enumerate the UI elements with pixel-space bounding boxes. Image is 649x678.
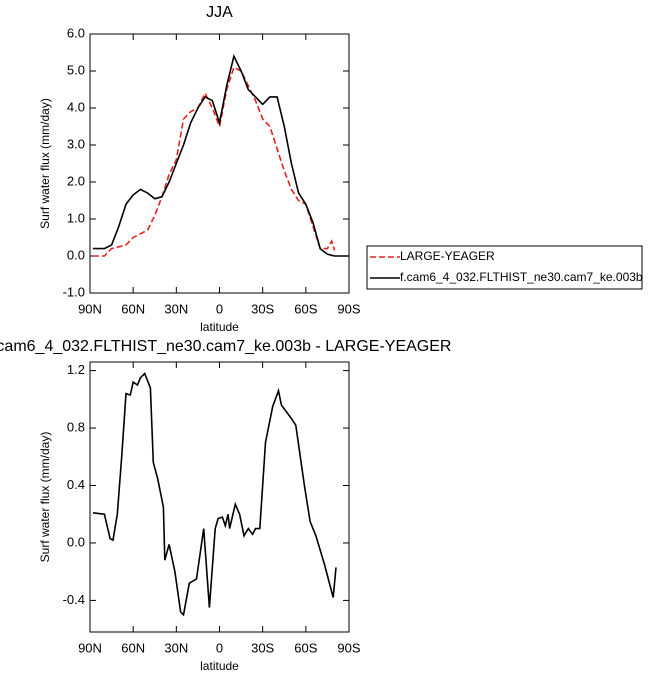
x-tick-label: 60S [294, 640, 317, 655]
y-tick-label: 0.0 [67, 247, 85, 262]
x-tick-label: 30S [251, 640, 274, 655]
chart-title: JJA [206, 4, 233, 21]
y-tick-label: 3.0 [67, 136, 85, 151]
y-tick-label: 6.0 [67, 25, 85, 40]
plot-frame [89, 361, 350, 633]
y-tick-label: 5.0 [67, 62, 85, 77]
x-tick-label: 60N [121, 301, 145, 316]
legend-box [366, 245, 643, 290]
x-tick-label: 60N [121, 640, 145, 655]
x-tick-label: 30N [164, 301, 188, 316]
data-line [92, 66, 336, 257]
y-tick-label: -0.4 [63, 592, 85, 607]
y-tick-label: 0.4 [67, 477, 85, 492]
x-tick-label: 60S [294, 301, 317, 316]
y-tick-label: 0.0 [67, 534, 85, 549]
x-axis-label: latitude [200, 320, 239, 334]
y-tick-label: -1.0 [63, 284, 85, 299]
legend-label: f.cam6_4_032.FLTHIST_ne30.cam7_ke.003b [400, 270, 643, 284]
plot-frame [89, 33, 350, 294]
y-tick-label: 0.8 [67, 420, 85, 435]
x-tick-label: 90N [78, 640, 102, 655]
data-line [92, 53, 349, 257]
y-axis-label: Surf water flux (mm/day) [38, 98, 52, 229]
y-tick-label: 2.0 [67, 173, 85, 188]
x-tick-label: 90S [337, 301, 360, 316]
legend-label: LARGE-YEAGER [400, 249, 495, 263]
y-axis-label: Surf water flux (mm/day) [38, 432, 52, 563]
x-tick-label: 90N [78, 301, 102, 316]
y-tick-label: 4.0 [67, 99, 85, 114]
y-tick-label: 1.0 [67, 210, 85, 225]
chart-title: f.cam6_4_032.FLTHIST_ne30.cam7_ke.003b -… [0, 338, 451, 355]
x-tick-label: 30S [251, 301, 274, 316]
data-line [92, 372, 337, 617]
x-tick-label: 0 [216, 301, 223, 316]
x-tick-label: 0 [216, 640, 223, 655]
x-axis-label: latitude [200, 659, 239, 673]
x-tick-label: 30N [164, 640, 188, 655]
y-tick-label: 1.2 [67, 362, 85, 377]
x-tick-label: 90S [337, 640, 360, 655]
